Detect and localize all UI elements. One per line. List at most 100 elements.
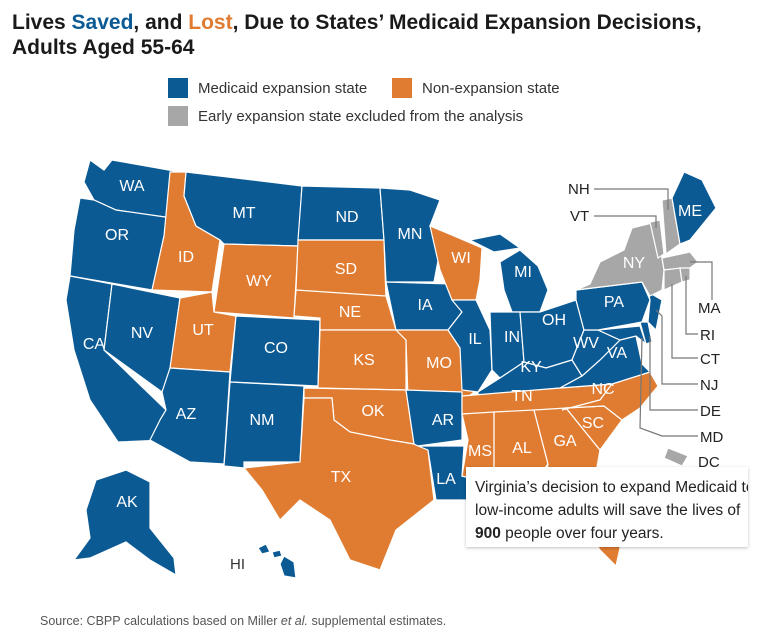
source-suffix: supplemental estimates. — [307, 614, 447, 628]
label-LA: LA — [436, 471, 456, 488]
label-HI: HI — [230, 556, 245, 573]
virginia-note-box: Virginia’s decision to expand Medicaid t… — [466, 467, 748, 547]
label-UT: UT — [192, 322, 214, 339]
leader-MD — [639, 337, 698, 437]
legend-swatch-excluded — [168, 106, 188, 126]
label-GA: GA — [553, 433, 576, 450]
label-CO: CO — [264, 340, 288, 357]
leader-MA — [690, 261, 713, 300]
note-number: 900 — [475, 525, 501, 542]
label-MT: MT — [232, 205, 255, 222]
note-line-3: 900 people over four years. — [475, 522, 748, 545]
label-MN: MN — [398, 226, 423, 243]
state-WY — [213, 243, 299, 319]
state-MI — [468, 233, 549, 313]
label-OR: OR — [105, 227, 129, 244]
state-NM — [223, 381, 305, 469]
label-IN: IN — [504, 329, 520, 346]
label-WI: WI — [451, 250, 471, 267]
callout-CT: CT — [700, 351, 720, 368]
state-RI — [679, 267, 691, 283]
state-DE — [639, 321, 653, 345]
state-NY — [575, 221, 665, 297]
label-OK: OK — [361, 403, 384, 420]
label-SD: SD — [335, 261, 357, 278]
state-TX — [242, 397, 435, 571]
callout-VT: VT — [570, 208, 589, 225]
label-NM: NM — [250, 412, 275, 429]
label-NV: NV — [131, 325, 154, 342]
state-CT — [663, 267, 683, 291]
label-WA: WA — [119, 178, 145, 195]
label-AZ: AZ — [176, 406, 197, 423]
state-MD — [595, 325, 648, 346]
state-NJ — [647, 290, 663, 332]
callout-MD: MD — [700, 429, 723, 446]
legend-item-expansion: Medicaid expansion state — [168, 78, 367, 98]
label-NC: NC — [591, 381, 614, 398]
label-PA: PA — [604, 294, 624, 311]
state-VT — [649, 219, 665, 259]
legend-item-excluded: Early expansion state excluded from the … — [168, 106, 523, 126]
label-SC: SC — [582, 415, 604, 432]
label-VA: VA — [607, 345, 627, 362]
label-OH: OH — [542, 312, 566, 329]
callout-NJ: NJ — [700, 377, 718, 394]
legend-label-excluded: Early expansion state excluded from the … — [198, 107, 524, 125]
leader-VT — [594, 215, 657, 228]
label-ME: ME — [678, 203, 702, 220]
state-ME — [671, 171, 717, 245]
legend-item-non-expansion: Non-expansion state — [392, 78, 560, 98]
title-lost-word: Lost — [188, 11, 233, 34]
state-IL — [447, 299, 493, 393]
label-CA: CA — [83, 336, 106, 353]
title-saved-word: Saved — [71, 11, 134, 34]
leader-CT — [671, 284, 698, 359]
label-MO: MO — [426, 355, 452, 372]
label-IA: IA — [417, 297, 432, 314]
leader-DE — [649, 336, 698, 411]
callout-DE: DE — [700, 403, 721, 420]
callout-MA: MA — [698, 300, 721, 317]
leader-NH — [594, 188, 669, 210]
label-TN: TN — [511, 388, 532, 405]
leader-NJ — [655, 309, 698, 385]
label-NE: NE — [339, 304, 361, 321]
title-part-1: Lives — [12, 11, 72, 34]
label-IL: IL — [468, 331, 481, 348]
source-note: Source: CBPP calculations based on Mille… — [40, 614, 446, 628]
source-etal: et al. — [280, 614, 308, 628]
state-AR — [405, 389, 463, 447]
legend-label-expansion: Medicaid expansion state — [198, 79, 368, 97]
label-WY: WY — [246, 273, 272, 290]
label-ND: ND — [335, 209, 358, 226]
callout-NH: NH — [568, 181, 590, 198]
label-ID: ID — [178, 249, 194, 266]
label-MS: MS — [468, 443, 492, 460]
label-AR: AR — [432, 412, 454, 429]
title-part-2: , and — [133, 11, 189, 34]
chart-title: Lives Saved, and Lost, Due to States’ Me… — [12, 10, 732, 60]
label-NY: NY — [623, 255, 646, 272]
note-line-1: Virginia’s decision to expand Medicaid t… — [475, 479, 748, 496]
label-AK: AK — [116, 494, 138, 511]
source-prefix: Source: CBPP calculations based on Mille… — [40, 614, 281, 628]
state-DC — [663, 447, 689, 467]
legend-swatch-expansion — [168, 78, 188, 98]
state-AK — [72, 469, 177, 577]
title-part-3: , Due to States’ Medicaid Expansion Deci… — [12, 11, 702, 59]
state-HI — [257, 543, 297, 579]
label-TX: TX — [331, 469, 352, 486]
label-AL: AL — [512, 440, 532, 457]
legend-label-non-expansion: Non-expansion state — [422, 79, 560, 97]
note-line-2: low-income adults will save the lives of — [475, 502, 741, 519]
label-WV: WV — [573, 335, 599, 352]
callout-RI: RI — [700, 327, 715, 344]
state-KS — [317, 329, 407, 391]
legend-swatch-non-expansion — [392, 78, 412, 98]
callout-DC: DC — [698, 454, 720, 471]
note-line-3-text: people over four years. — [500, 525, 664, 542]
leader-RI — [685, 276, 698, 335]
state-MA — [661, 251, 699, 271]
